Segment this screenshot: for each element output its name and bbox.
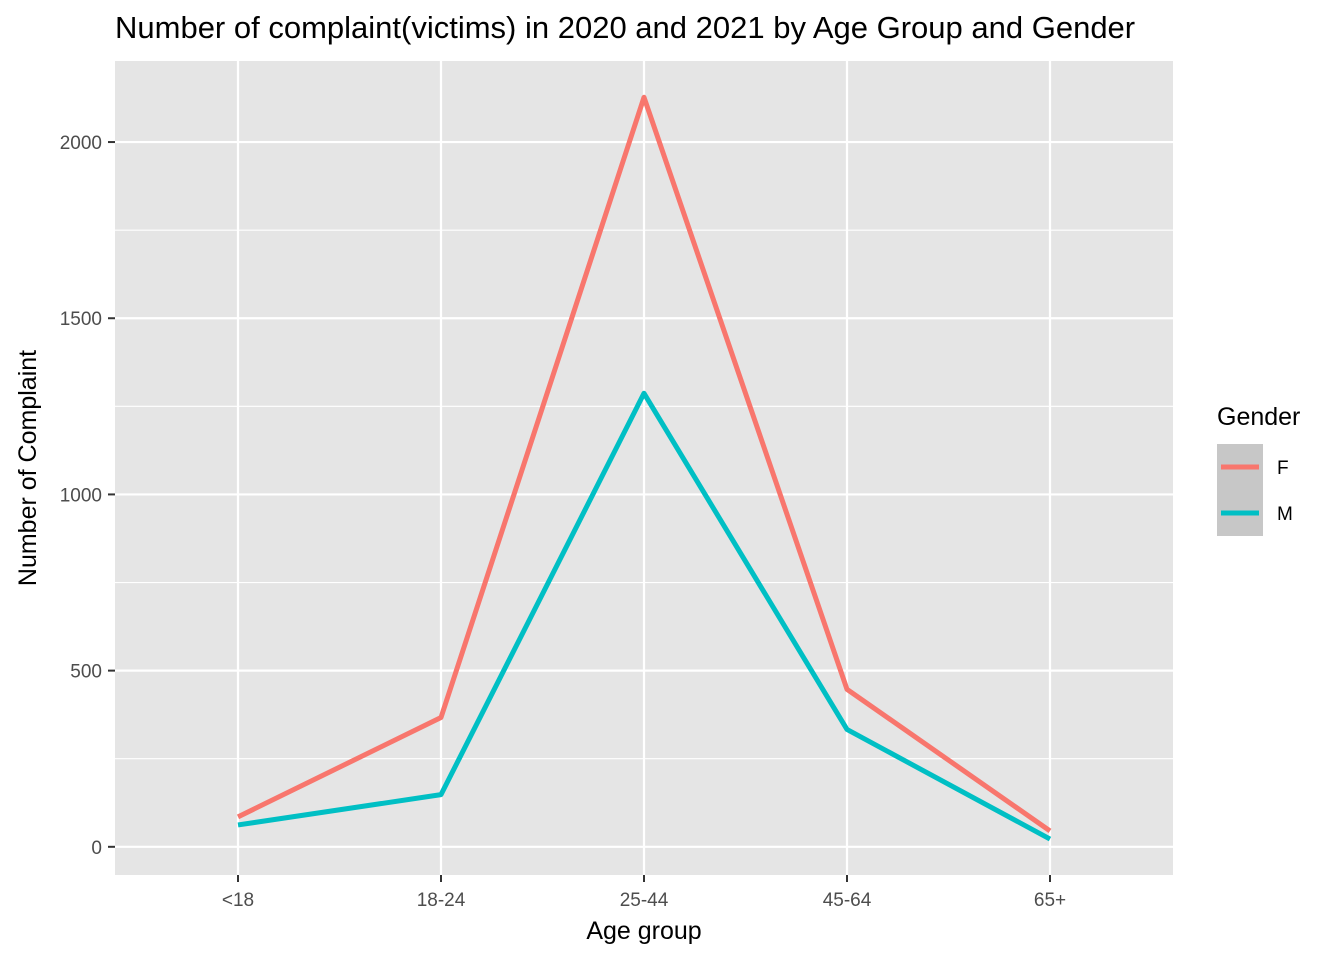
x-axis: <18 18-24 25-44 45-64 65+ [222,875,1066,911]
chart-title: Number of complaint(victims) in 2020 and… [115,10,1135,45]
y-tick-label: 2000 [60,133,102,154]
legend-label-F: F [1277,458,1289,479]
major-gridlines [115,61,1173,875]
y-tick-label: 1000 [60,485,102,506]
x-tick-label: 45-64 [823,890,872,911]
y-tick-label: 500 [70,662,102,683]
y-axis: 0 500 1000 1500 2000 [60,133,115,859]
x-tick-label: 65+ [1034,890,1066,911]
legend-label-M: M [1277,504,1293,525]
legend: Gender F M [1217,403,1300,536]
x-tick-label: 25-44 [620,890,669,911]
legend-key-background [1217,444,1263,536]
series-line-F [236,94,1052,834]
y-tick-label: 1500 [60,309,102,330]
y-axis-title: Number of Complaint [14,350,42,586]
x-axis-title: Age group [586,917,701,945]
legend-title: Gender [1217,403,1300,431]
x-tick-label: 18-24 [417,890,466,911]
x-tick-label: <18 [222,890,254,911]
series-lines [236,94,1052,842]
series-line-M [237,390,1052,842]
y-tick-label: 0 [91,838,102,859]
